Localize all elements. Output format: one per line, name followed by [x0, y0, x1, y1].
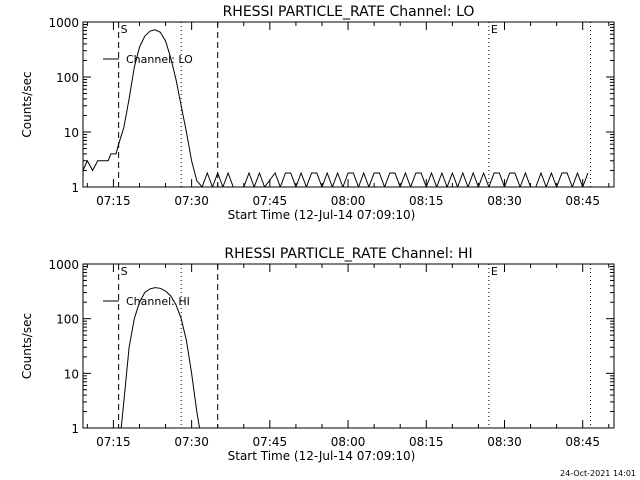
legend-entry: Channel: LO — [126, 53, 193, 66]
y-tick-label: 1 — [71, 181, 79, 195]
y-tick-label: 10 — [64, 367, 79, 381]
x-tick-label: 07:15 — [96, 194, 131, 208]
chart-panel-1: RHESSI PARTICLE_RATE Channel: HI 1 10 100 10… — [20, 246, 615, 463]
x-tick-label: 08:30 — [487, 435, 522, 449]
x-tick-label: 08:45 — [565, 194, 600, 208]
y-axis-label: Counts/sec — [20, 71, 34, 137]
x-tick-label: 07:45 — [253, 194, 288, 208]
x-tick-label: 07:30 — [174, 194, 209, 208]
x-tick-label: 08:45 — [565, 435, 600, 449]
chart-title: RHESSI PARTICLE_RATE Channel: HI — [224, 246, 472, 262]
x-tick-label: 08:30 — [487, 194, 522, 208]
y-tick-label: 10 — [64, 126, 79, 140]
x-axis-label: Start Time (12-Jul-14 07:09:10) — [228, 208, 416, 222]
generation-timestamp: 24-Oct-2021 14:01 — [560, 469, 636, 478]
chart-title: RHESSI PARTICLE_RATE Channel: LO — [223, 4, 475, 20]
marker-label: S — [121, 265, 128, 278]
x-tick-label: 07:45 — [253, 435, 288, 449]
marker-label: E — [491, 265, 498, 278]
plot-frame — [82, 21, 615, 188]
y-axis-label: Counts/sec — [20, 313, 34, 379]
y-tick-label: 1 — [71, 422, 79, 436]
series-line — [120, 287, 200, 428]
x-tick-label: 07:30 — [174, 435, 209, 449]
x-tick-label: 08:00 — [331, 435, 366, 449]
marker-label: S — [121, 23, 128, 36]
series-line — [83, 29, 589, 187]
chart-panel-0: RHESSI PARTICLE_RATE Channel: LO 1 10 100 10… — [20, 4, 615, 222]
legend-entry: Channel: HI — [126, 295, 190, 308]
x-axis-label: Start Time (12-Jul-14 07:09:10) — [228, 449, 416, 463]
marker-label: E — [491, 23, 498, 36]
y-tick-label: 1000 — [48, 258, 79, 272]
plot-frame — [82, 263, 615, 429]
x-tick-label: 08:00 — [331, 194, 366, 208]
y-tick-label: 1000 — [48, 16, 79, 30]
x-tick-label: 07:15 — [96, 435, 131, 449]
x-tick-label: 08:15 — [409, 194, 444, 208]
y-tick-label: 100 — [56, 313, 79, 327]
y-tick-label: 100 — [56, 71, 79, 85]
x-tick-label: 08:15 — [409, 435, 444, 449]
